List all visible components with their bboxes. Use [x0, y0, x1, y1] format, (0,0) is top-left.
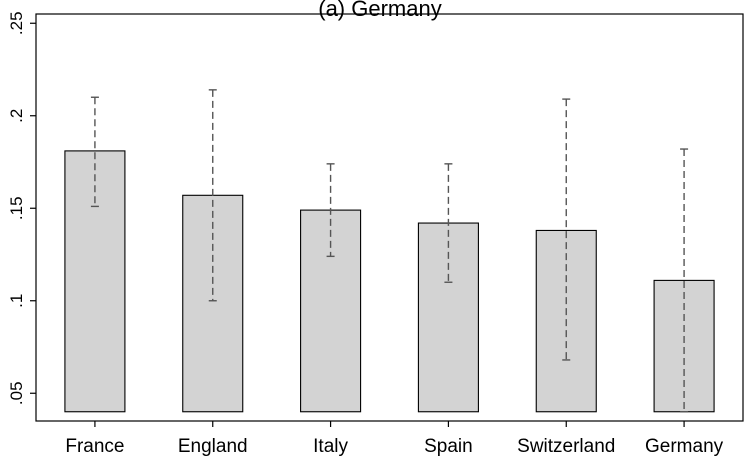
- y-tick-label: .1: [7, 294, 26, 308]
- bar-germany: [653, 279, 715, 413]
- x-tick-label: France: [65, 436, 124, 457]
- x-tick-label: Germany: [645, 436, 724, 457]
- y-tick-label: .25: [7, 11, 26, 35]
- y-tick-label: .05: [7, 381, 26, 405]
- bars-group: [64, 150, 715, 413]
- chart-title: (a) Germany: [318, 0, 441, 21]
- y-axis: .05 .1 .15 .2 .25: [7, 11, 36, 405]
- error-bars-group: [90, 89, 689, 413]
- bar-italy: [300, 209, 362, 413]
- x-tick-label: Spain: [424, 436, 473, 457]
- x-axis: France England Italy Spain Switzerland German…: [65, 421, 724, 457]
- x-tick-label: England: [178, 436, 248, 457]
- y-tick-label: .2: [7, 109, 26, 123]
- bar-england: [182, 194, 244, 413]
- x-tick-label: Switzerland: [517, 436, 615, 457]
- plot-frame: [35, 13, 744, 422]
- x-tick-label: Italy: [313, 436, 348, 457]
- bar-spain: [417, 222, 479, 413]
- y-tick-label: .15: [7, 196, 26, 220]
- bar-france: [64, 150, 126, 413]
